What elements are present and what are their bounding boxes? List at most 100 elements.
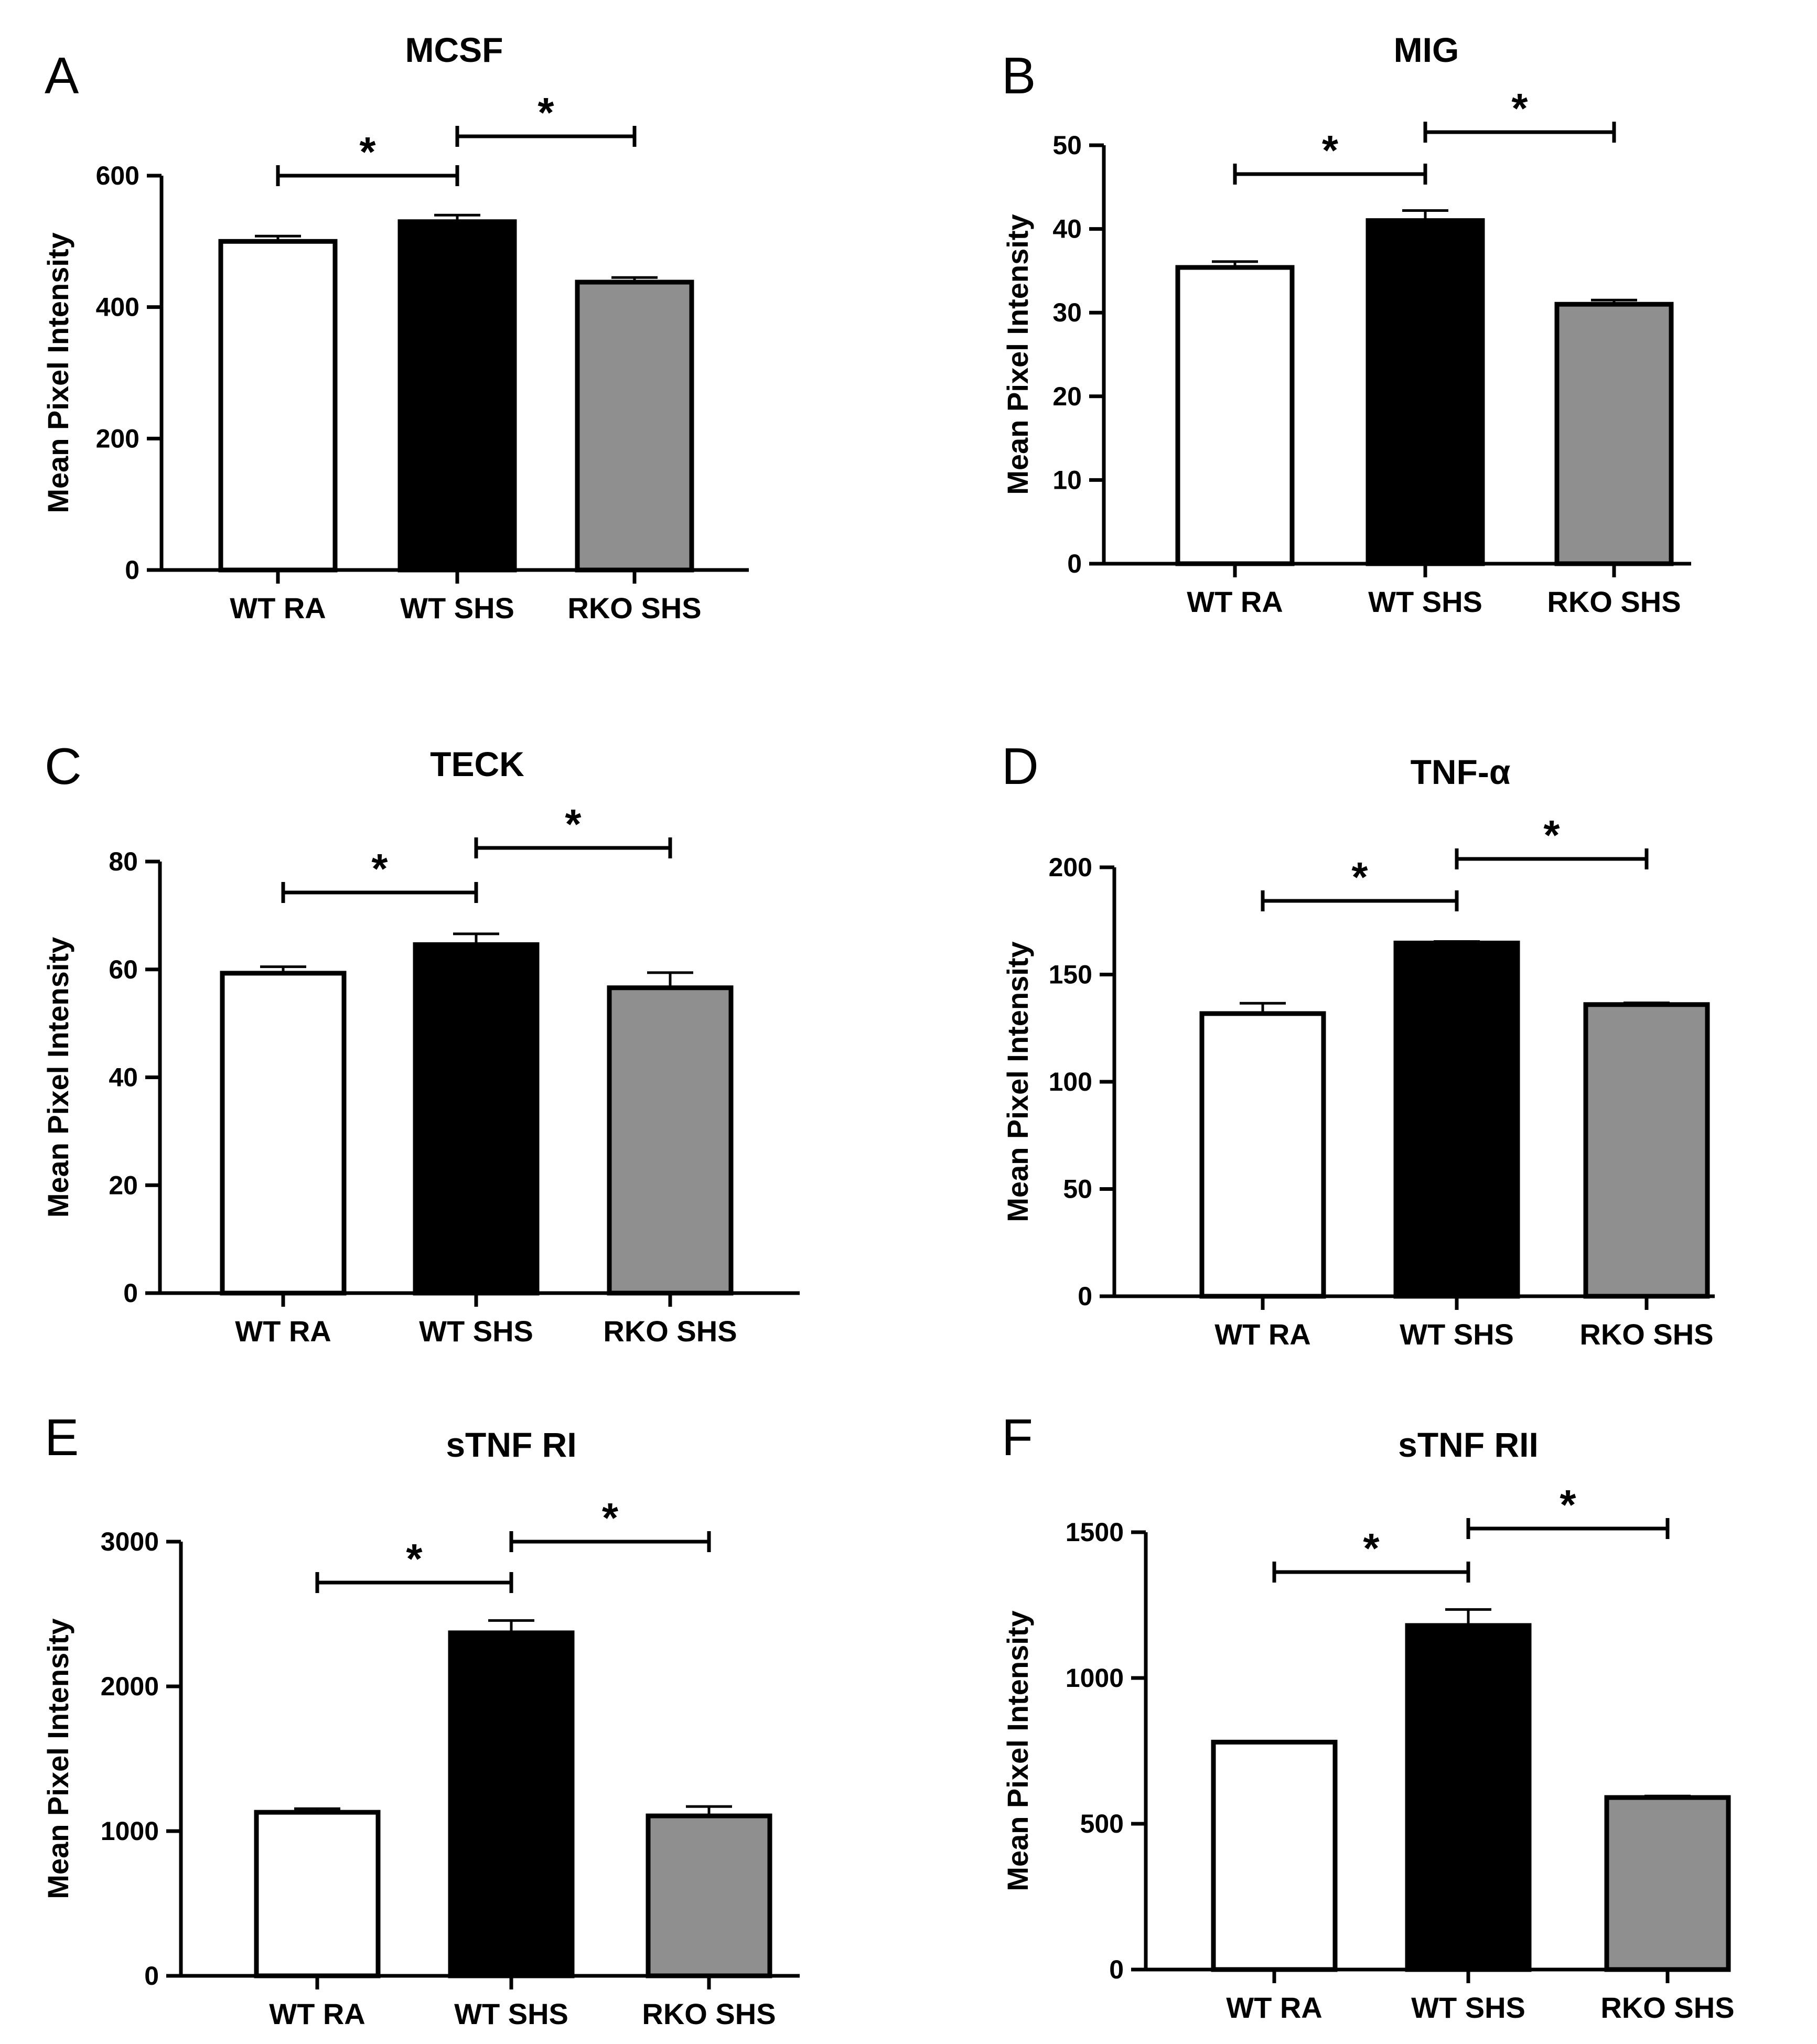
chart-title: sTNF RI xyxy=(446,1425,576,1464)
x-tick-label: WT SHS xyxy=(454,1997,568,2030)
significance-label: * xyxy=(406,1535,423,1582)
bar xyxy=(1583,1002,1710,1299)
y-axis-title: Mean Pixel Intensity xyxy=(41,937,74,1218)
significance-label: * xyxy=(1543,812,1560,858)
chart-title: TECK xyxy=(430,745,524,783)
panel-b: B MIG 0 10 20 30 40 50 Mean Pixel Intensity WT RA… xyxy=(1001,30,1691,618)
y-tick-label: 10 xyxy=(1052,465,1082,494)
bar xyxy=(397,219,517,573)
y-tick-label: 200 xyxy=(1049,853,1092,882)
y-axis-title: Mean Pixel Intensity xyxy=(41,232,74,513)
significance-label: * xyxy=(602,1494,619,1541)
x-tick-label: RKO SHS xyxy=(1600,1991,1734,2024)
y-tick-label: 40 xyxy=(109,1063,138,1092)
x-tick-label: WT SHS xyxy=(1368,585,1482,618)
panel-letter: E xyxy=(45,1408,79,1466)
panel-letter: A xyxy=(45,47,79,104)
x-tick-label: RKO SHS xyxy=(642,1997,776,2030)
panel-letter: C xyxy=(45,737,82,795)
y-tick-label: 20 xyxy=(1052,382,1082,411)
significance-label: * xyxy=(371,845,388,892)
panel-d: D TNF-α 0 50 100 150 200 Mean Pixel Intensity WT… xyxy=(1001,737,1715,1351)
y-axis-title: Mean Pixel Intensity xyxy=(1001,214,1034,494)
x-tick-label: WT RA xyxy=(1187,585,1283,618)
y-tick-label: 60 xyxy=(109,955,138,984)
x-tick-label: RKO SHS xyxy=(567,591,701,625)
significance-label: * xyxy=(1511,85,1528,132)
x-tick-label: WT RA xyxy=(269,1997,365,2030)
y-tick-label: 0 xyxy=(123,1278,138,1308)
bar xyxy=(1211,1739,1338,1972)
y-tick-label: 600 xyxy=(96,161,139,190)
panel-c: C TECK 0 20 40 60 80 Mean Pixel Intensity WT RA W… xyxy=(41,737,800,1348)
bar xyxy=(1366,218,1485,566)
x-tick-label: RKO SHS xyxy=(603,1315,737,1348)
x-tick-label: RKO SHS xyxy=(1579,1318,1713,1351)
bar xyxy=(1554,302,1674,566)
bar xyxy=(218,239,338,573)
y-axis-title: Mean Pixel Intensity xyxy=(1001,1610,1034,1891)
significance-label: * xyxy=(565,801,582,847)
y-tick-label: 1000 xyxy=(1066,1663,1124,1693)
bar xyxy=(448,1630,575,1978)
bar xyxy=(1199,1011,1326,1299)
significance-label: * xyxy=(1322,127,1339,174)
y-tick-label: 30 xyxy=(1052,298,1082,327)
x-tick-label: RKO SHS xyxy=(1547,585,1681,618)
panel-letter: D xyxy=(1002,737,1039,795)
y-tick-label: 150 xyxy=(1049,960,1092,989)
x-tick-label: WT RA xyxy=(235,1315,331,1348)
bar xyxy=(220,971,347,1296)
bar xyxy=(1393,940,1520,1299)
y-tick-label: 1500 xyxy=(1066,1518,1124,1547)
significance-label: * xyxy=(537,89,554,136)
chart-title: sTNF RII xyxy=(1398,1425,1539,1464)
y-tick-label: 0 xyxy=(125,555,139,585)
bar xyxy=(646,1813,772,1978)
y-tick-label: 50 xyxy=(1052,131,1082,160)
y-tick-label: 50 xyxy=(1063,1175,1092,1204)
bar xyxy=(254,1810,381,1978)
y-tick-label: 100 xyxy=(1049,1067,1092,1096)
x-tick-label: WT SHS xyxy=(400,591,514,625)
bar xyxy=(575,279,694,573)
y-tick-label: 0 xyxy=(1067,549,1082,578)
x-tick-label: WT RA xyxy=(1226,1991,1323,2024)
panel-letter: B xyxy=(1002,47,1036,104)
y-tick-label: 1000 xyxy=(101,1816,159,1846)
bar xyxy=(607,985,734,1296)
x-tick-label: WT RA xyxy=(1214,1318,1311,1351)
significance-label: * xyxy=(1363,1525,1380,1572)
y-tick-label: 40 xyxy=(1052,214,1082,244)
significance-label: * xyxy=(1560,1481,1576,1528)
bar xyxy=(1175,265,1295,566)
chart-title: MCSF xyxy=(405,30,503,69)
chart-title: MIG xyxy=(1394,30,1459,69)
bar xyxy=(1405,1623,1532,1972)
y-tick-label: 200 xyxy=(96,424,139,453)
y-tick-label: 80 xyxy=(109,847,138,876)
x-tick-label: WT RA xyxy=(230,591,326,625)
x-tick-label: WT SHS xyxy=(419,1315,533,1348)
bar xyxy=(413,942,540,1296)
bar xyxy=(1604,1795,1731,1972)
significance-label: * xyxy=(359,128,376,175)
x-tick-label: WT SHS xyxy=(1411,1991,1525,2024)
significance-label: * xyxy=(1351,854,1368,900)
y-axis-title: Mean Pixel Intensity xyxy=(41,1618,74,1899)
y-tick-label: 2000 xyxy=(101,1672,159,1701)
x-tick-label: WT SHS xyxy=(1400,1318,1514,1351)
y-tick-label: 20 xyxy=(109,1170,138,1200)
y-tick-label: 400 xyxy=(96,293,139,322)
panel-letter: F xyxy=(1002,1408,1033,1466)
y-tick-label: 3000 xyxy=(101,1527,159,1556)
y-axis-title: Mean Pixel Intensity xyxy=(1001,941,1034,1222)
panel-a: A MCSF 0 200 400 600 Mean Pixel Intensity WT RA… xyxy=(41,30,749,625)
y-tick-label: 0 xyxy=(1109,1955,1124,1984)
chart-title: TNF-α xyxy=(1411,752,1511,791)
y-tick-label: 0 xyxy=(1078,1282,1092,1311)
y-tick-label: 0 xyxy=(144,1961,159,1991)
